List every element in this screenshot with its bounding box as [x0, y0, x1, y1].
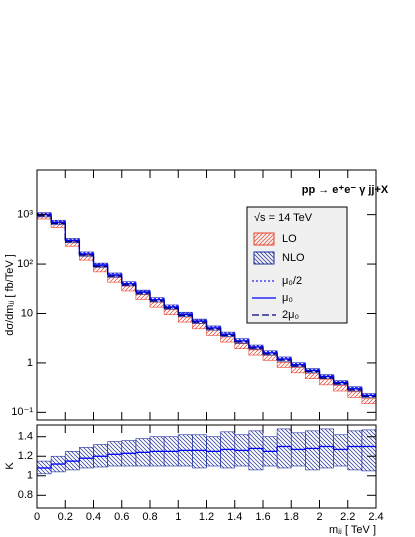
- legend-box: [246, 206, 348, 324]
- band-bin: [248, 349, 264, 356]
- x-axis-label: mⱼⱼ [ TeV ]: [329, 524, 376, 536]
- x-tick-label: 1.6: [255, 511, 270, 523]
- y-tick-label: 10²: [17, 258, 33, 270]
- band-bin: [276, 361, 292, 368]
- y-tick-label: 1.2: [18, 450, 33, 462]
- band-bin: [192, 434, 207, 469]
- y-tick-label: 10⁻¹: [11, 406, 33, 418]
- x-tick-label: 1.4: [227, 511, 242, 523]
- band-bin: [305, 372, 320, 379]
- band-bin: [305, 430, 320, 471]
- x-tick-label: 2.2: [340, 511, 355, 523]
- x-tick-label: 2: [316, 511, 322, 523]
- legend-label: LO: [282, 233, 297, 245]
- x-tick-label: 0.2: [58, 511, 73, 523]
- y-axis-label: dσ/dmⱼⱼ [ fb/TeV ]: [4, 254, 16, 336]
- legend-label: μ₀/2: [282, 275, 302, 287]
- legend-swatch: [253, 251, 275, 265]
- band-bin: [319, 379, 334, 386]
- x-tick-label: 0.4: [86, 511, 101, 523]
- legend-label: μ₀: [282, 292, 293, 304]
- band-bin: [319, 428, 334, 469]
- x-tick-label: 1: [175, 511, 181, 523]
- legend-swatch: [253, 232, 275, 246]
- band-bin: [149, 301, 165, 308]
- x-tick-label: 1.8: [284, 511, 299, 523]
- y-tick-label: 1: [27, 357, 33, 369]
- x-tick-label: 2.4: [368, 511, 383, 523]
- legend-title: √s = 14 TeV: [254, 212, 313, 224]
- band-bin: [177, 316, 193, 323]
- band-bin: [206, 329, 221, 336]
- legend-label: 2μ₀: [282, 309, 299, 321]
- band-bin: [262, 354, 278, 361]
- band-bin: [192, 323, 207, 330]
- legend-label: NLO: [282, 252, 305, 264]
- band-bin: [333, 385, 349, 392]
- band-bin: [347, 430, 363, 471]
- y-tick-label: 0.8: [18, 489, 33, 501]
- y-tick-label: 10³: [17, 209, 33, 221]
- band-bin: [276, 428, 292, 469]
- band-bin: [135, 294, 151, 300]
- x-tick-label: 0.6: [114, 511, 129, 523]
- ratio-y-label: K: [4, 462, 16, 470]
- band-bin: [163, 309, 179, 315]
- y-tick-label: 1: [27, 470, 33, 482]
- band-bin: [290, 367, 306, 374]
- band-bin: [107, 276, 123, 283]
- band-bin: [361, 429, 377, 472]
- band-bin: [220, 336, 236, 343]
- band-bin: [121, 285, 137, 292]
- annotation: pp → e⁺e⁻ γ jj+X: [302, 184, 389, 196]
- x-tick-label: 1.2: [199, 511, 214, 523]
- band-bin: [333, 434, 349, 467]
- band-bin: [361, 398, 377, 404]
- band-bin: [248, 430, 264, 471]
- x-tick-label: 0: [34, 511, 40, 523]
- x-tick-label: 0.8: [142, 511, 157, 523]
- band-bin: [234, 343, 250, 349]
- band-bin: [347, 391, 363, 398]
- y-tick-label: 10: [21, 307, 33, 319]
- y-tick-label: 1.4: [18, 431, 33, 443]
